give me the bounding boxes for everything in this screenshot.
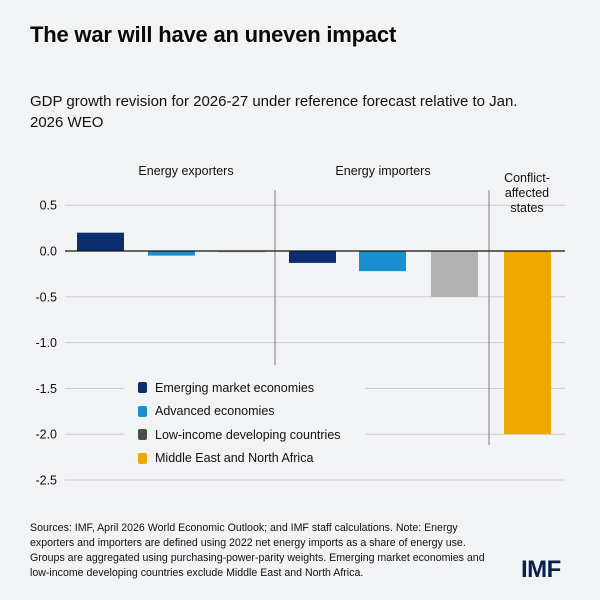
y-tick-label: -2.5 (35, 474, 57, 488)
bar-middle-east-and-north-africa (504, 251, 551, 435)
legend-swatch-emerging (138, 382, 147, 394)
legend-label: Advanced economies (155, 404, 275, 419)
bars (77, 232, 551, 435)
group-labels: Energy exporters Energy importers Conflict… (138, 164, 550, 215)
bar-low-income-developing-countries (218, 251, 265, 253)
legend-item-mena: Middle East and North Africa (138, 447, 341, 471)
legend: Emerging market economies Advanced econo… (138, 376, 341, 470)
group-label: Energy importers (335, 164, 430, 178)
group-label: Energy exporters (138, 164, 233, 178)
source-note: Sources: IMF, April 2026 World Economic … (30, 522, 485, 579)
bar-advanced-economies (359, 251, 406, 272)
group-label: Conflict-affected states (504, 171, 550, 215)
chart-subtitle: GDP growth revision for 2026-27 under re… (30, 93, 518, 131)
y-tick-label: -2.0 (35, 428, 57, 442)
legend-swatch-mena (138, 452, 147, 464)
chart-title: The war will have an uneven impact (30, 22, 397, 47)
group-dividers (274, 190, 490, 445)
y-tick-label: -1.5 (35, 382, 57, 396)
y-tick-label: 0.5 (40, 199, 57, 213)
legend-item-emerging: Emerging market economies (138, 376, 341, 400)
legend-label: Middle East and North Africa (155, 451, 314, 466)
y-tick-label: -0.5 (35, 290, 57, 304)
bar-advanced-economies (148, 251, 195, 256)
imf-logo: IMF (521, 556, 561, 583)
legend-item-advanced: Advanced economies (138, 400, 341, 424)
legend-label: Low-income developing countries (155, 427, 341, 442)
bar-emerging-market-economies (289, 251, 336, 263)
legend-item-low-income: Low-income developing countries (138, 423, 341, 447)
legend-swatch-advanced (138, 405, 147, 417)
bar-low-income-developing-countries (431, 251, 478, 297)
bar-emerging-market-economies (77, 232, 124, 251)
y-axis-ticks: 0.5 0.0 -0.5 -1.0 -1.5 -2.0 -2.5 (35, 199, 57, 488)
legend-swatch-low-income (138, 429, 147, 441)
y-tick-label: 0.0 (40, 245, 57, 259)
legend-label: Emerging market economies (155, 380, 315, 395)
y-tick-label: -1.0 (35, 336, 57, 350)
